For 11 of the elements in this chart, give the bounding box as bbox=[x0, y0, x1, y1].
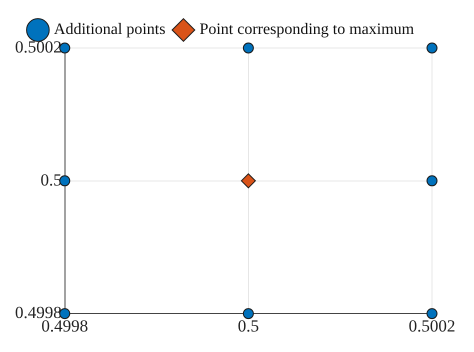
x-tick-label: 0.5 bbox=[238, 316, 259, 336]
point bbox=[426, 42, 438, 54]
point bbox=[242, 308, 254, 320]
point bbox=[242, 42, 254, 54]
x-tick-label: 0.5002 bbox=[408, 316, 456, 336]
point bbox=[426, 308, 438, 320]
point bbox=[240, 173, 256, 188]
legend-label: Point corresponding to maximum bbox=[199, 21, 415, 38]
y-tick-label: 0.5002 bbox=[15, 37, 62, 56]
point bbox=[426, 175, 438, 186]
legend-label: Additional points bbox=[54, 21, 166, 38]
